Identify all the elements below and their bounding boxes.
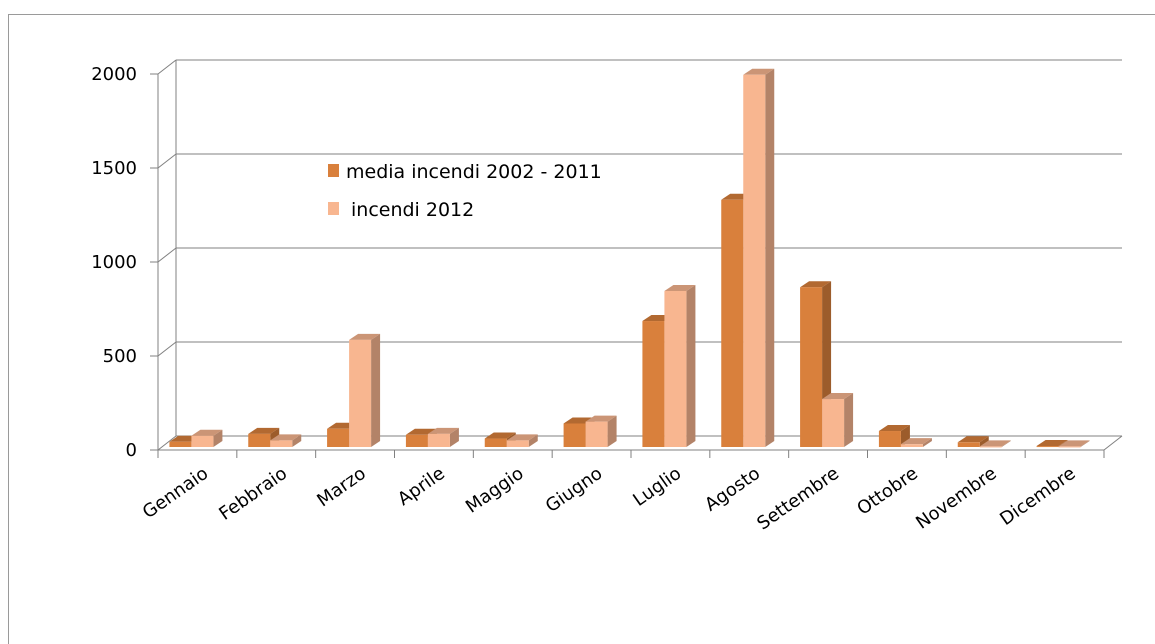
axes [150, 60, 1123, 458]
legend: media incendi 2002 - 2011 incendi 2012 [328, 161, 602, 221]
bar [270, 434, 302, 447]
bar-chart: 0 500 1000 1500 2000 Gennaio Febbraio Marzo Apr… [91, 59, 1123, 535]
gridline [157, 341, 1122, 357]
x-category-label: Gennaio [139, 463, 212, 523]
y-tick-label: 2000 [91, 64, 137, 85]
gridlines [157, 59, 1122, 451]
bar [900, 438, 932, 447]
bar [248, 427, 280, 447]
x-category-labels: Gennaio Febbraio Marzo Aprile Maggio Giugno Lu… [139, 463, 1080, 535]
x-category-label: Novembre [912, 463, 1000, 534]
x-category-label: Dicembre [996, 463, 1079, 530]
bar [1058, 440, 1090, 448]
x-category-label: Agosto [701, 463, 764, 516]
x-category-label: Maggio [462, 463, 528, 518]
x-category-label: Luglio [629, 463, 685, 511]
legend-swatch [328, 202, 339, 215]
legend-label: media incendi 2002 - 2011 [346, 161, 602, 183]
bar [743, 68, 775, 447]
bar [585, 415, 617, 447]
bar [349, 333, 381, 447]
chart-frame [8, 14, 1155, 644]
legend-label: incendi 2012 [351, 199, 474, 221]
gridline [157, 153, 1122, 169]
x-category-label: Settembre [753, 463, 843, 535]
x-category-label: Marzo [313, 463, 370, 511]
legend-entry: media incendi 2002 - 2011 [328, 161, 602, 183]
gridline [157, 247, 1122, 263]
legend-entry: incendi 2012 [328, 199, 474, 221]
bar [427, 427, 459, 447]
y-tick-labels: 0 500 1000 1500 2000 [91, 64, 137, 461]
bar [822, 393, 854, 447]
gridline [157, 59, 1122, 75]
y-tick-label: 500 [103, 346, 137, 367]
x-category-label: Giugno [542, 463, 607, 517]
bar [506, 434, 538, 447]
x-category-label: Ottobre [853, 463, 921, 520]
bar [957, 436, 989, 447]
legend-swatch [328, 164, 339, 177]
bar [191, 429, 223, 447]
y-tick-label: 0 [126, 440, 137, 461]
y-tick-label: 1500 [91, 158, 137, 179]
x-category-label: Febbraio [215, 463, 291, 525]
y-tick-label: 1000 [91, 252, 137, 273]
x-category-label: Aprile [394, 463, 449, 510]
bar [979, 440, 1011, 448]
bars [169, 68, 1090, 448]
bar [664, 284, 696, 447]
